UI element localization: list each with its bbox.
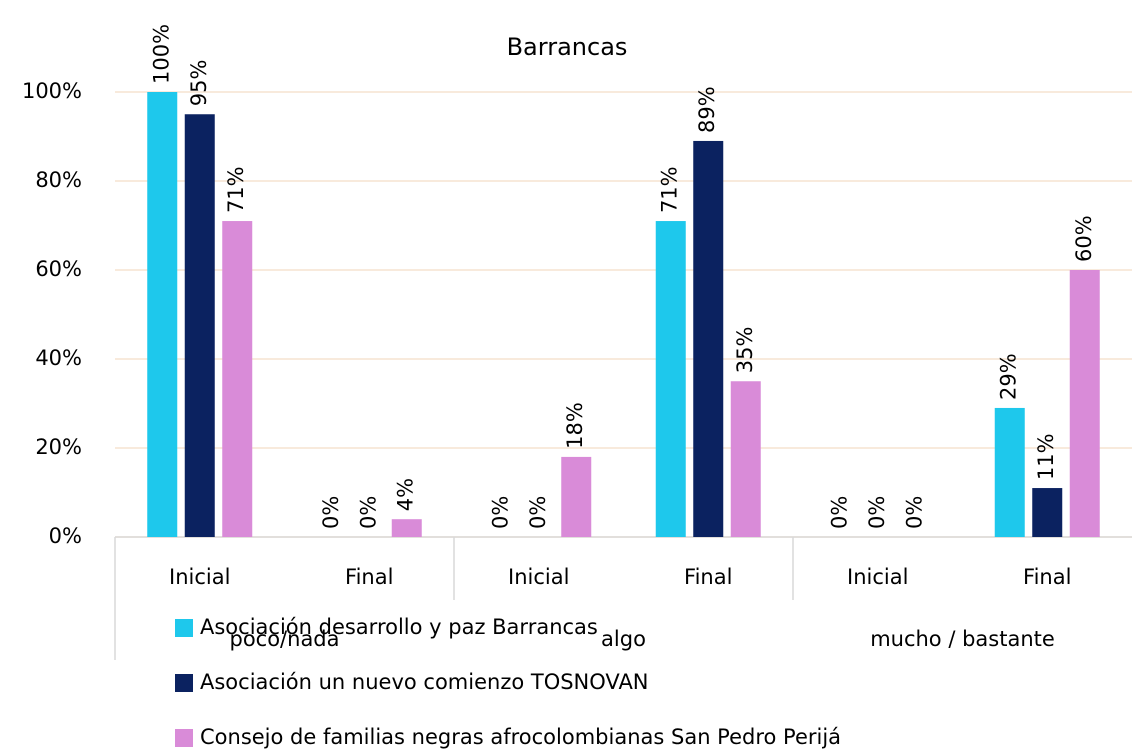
legend-label: Asociación un nuevo comienzo TOSNOVAN [200, 670, 649, 694]
data-label: 4% [394, 478, 418, 511]
x-tick-label: Final [1023, 565, 1071, 589]
data-label: 0% [827, 496, 851, 529]
legend-swatch [175, 674, 193, 692]
data-label: 100% [149, 24, 173, 84]
bar [730, 381, 761, 537]
bar [391, 519, 422, 537]
y-tick-label: 100% [22, 79, 82, 103]
bar [561, 456, 592, 537]
y-tick-label: 0% [49, 524, 82, 548]
group-label: algo [601, 627, 646, 651]
bar [1032, 488, 1063, 537]
data-label: 95% [187, 60, 211, 107]
x-tick-label: Final [684, 565, 732, 589]
data-label: 35% [733, 327, 757, 374]
data-label: 89% [695, 86, 719, 133]
bar [147, 92, 178, 537]
x-tick-label: Inicial [169, 565, 230, 589]
x-tick-label: Inicial [508, 565, 569, 589]
data-label: 0% [526, 496, 550, 529]
data-label: 71% [224, 166, 248, 213]
group-label: mucho / bastante [870, 627, 1055, 651]
legend-label: Consejo de familias negras afrocolombian… [200, 725, 841, 749]
group-label: poco/nada [229, 627, 339, 651]
y-tick-label: 40% [35, 346, 82, 370]
data-label: 11% [1034, 433, 1058, 480]
data-label: 29% [997, 353, 1021, 400]
bar [655, 221, 686, 538]
y-tick-label: 20% [35, 435, 82, 459]
data-label: 18% [563, 402, 587, 449]
legend-swatch [175, 729, 193, 747]
data-label: 0% [488, 496, 512, 529]
data-label: 60% [1072, 215, 1096, 262]
x-tick-label: Inicial [847, 565, 908, 589]
legend-label: Asociación desarrollo y paz Barrancas [200, 615, 598, 639]
y-tick-label: 60% [35, 257, 82, 281]
bar [693, 140, 724, 537]
chart-title: Barrancas [507, 33, 628, 61]
bar [994, 407, 1025, 537]
bar [184, 114, 215, 537]
legend-swatch [175, 619, 193, 637]
x-tick-label: Final [345, 565, 393, 589]
data-label: 0% [902, 496, 926, 529]
data-label: 71% [658, 166, 682, 213]
bar [222, 221, 253, 538]
data-label: 0% [356, 496, 380, 529]
bar [1069, 270, 1100, 537]
y-tick-label: 80% [35, 168, 82, 192]
data-label: 0% [319, 496, 343, 529]
data-label: 0% [865, 496, 889, 529]
